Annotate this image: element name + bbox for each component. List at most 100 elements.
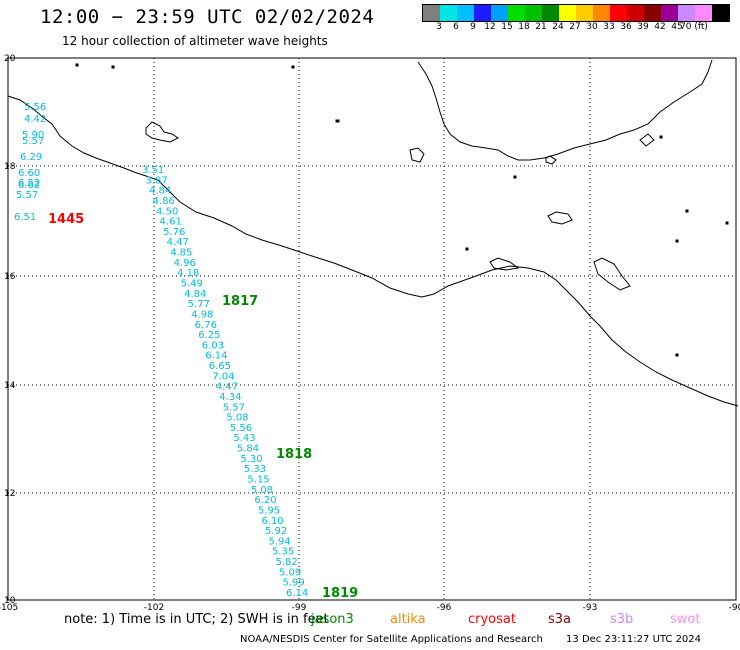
wave-height-label: 6.29 bbox=[20, 152, 42, 163]
wave-height-label: 5.57 bbox=[22, 136, 44, 147]
latitude-tick-label: 16 bbox=[4, 272, 16, 282]
satellite-legend-jason3: jason3 bbox=[311, 612, 354, 627]
wave-height-label: 5.35 bbox=[272, 547, 294, 558]
colorbar-swatch bbox=[508, 5, 525, 21]
colorbar-label: 45 bbox=[671, 22, 683, 32]
pass-time-label: 1445 bbox=[48, 212, 84, 227]
wave-height-label: 5.82 bbox=[275, 557, 297, 568]
footer: NOAA/NESDIS Center for Satellite Applica… bbox=[240, 634, 721, 645]
wave-height-label: 4.34 bbox=[219, 392, 241, 403]
colorbar-label: 33 bbox=[603, 22, 615, 32]
coastline-pacific-mexico bbox=[7, 95, 739, 407]
wave-height-label: 5.49 bbox=[181, 278, 203, 289]
wave-height-label: 5.84 bbox=[237, 444, 259, 455]
wave-height-label: 4.47 bbox=[167, 237, 189, 248]
wave-height-label: 7.04 bbox=[212, 371, 234, 382]
footer-agency: NOAA/NESDIS Center for Satellite Applica… bbox=[240, 634, 543, 645]
longitude-tick-label: -102 bbox=[144, 603, 164, 612]
wave-height-label: 5.15 bbox=[247, 475, 269, 486]
wave-height-label: 5.08 bbox=[226, 413, 248, 424]
wave-height-label: 5.92 bbox=[265, 526, 287, 537]
colorbar-swatch bbox=[491, 5, 508, 21]
pass-time-label: 1818 bbox=[276, 447, 312, 462]
note-row: note: 1) Time is in UTC; 2) SWH is in fe… bbox=[0, 612, 740, 630]
colorbar-swatch bbox=[457, 5, 474, 21]
colorbar-label: 27 bbox=[569, 22, 581, 32]
wave-height-label: 5.94 bbox=[268, 536, 290, 547]
colorbar-swatch bbox=[661, 5, 678, 21]
colorbar-label: 6 bbox=[453, 22, 459, 32]
wave-height-label: 4.50 bbox=[156, 206, 178, 217]
colorbar-swatch bbox=[610, 5, 627, 21]
wave-height-label: 5.08 bbox=[251, 485, 273, 496]
wave-height-label: 6.62 bbox=[18, 180, 40, 191]
wave-height-label: 4.61 bbox=[160, 217, 182, 228]
latitude-tick-label: 14 bbox=[4, 381, 16, 391]
wave-height-label: 6.14 bbox=[205, 351, 227, 362]
colorbar-swatch bbox=[695, 5, 712, 21]
islands-small bbox=[75, 63, 729, 357]
colorbar-label: 12 bbox=[484, 22, 496, 32]
colorbar-swatch bbox=[423, 5, 440, 21]
footer-generated: 13 Dec 23:11:27 UTC 2024 bbox=[566, 634, 702, 645]
wave-height-label: 5.57 bbox=[223, 402, 245, 413]
colorbar-label: 30 bbox=[586, 22, 598, 32]
latitude-tick-label: 18 bbox=[4, 162, 16, 172]
wave-height-label: 5.56 bbox=[24, 102, 46, 113]
lake-catemaco bbox=[489, 257, 520, 271]
wave-height-label: 3.87 bbox=[146, 175, 168, 186]
wave-height-label: 4.85 bbox=[170, 248, 192, 259]
wave-height-label: 6.20 bbox=[254, 495, 276, 506]
map-frame bbox=[7, 57, 737, 601]
pass-time-label: 1819 bbox=[322, 586, 358, 601]
colorbar-swatch bbox=[440, 5, 457, 21]
colorbar-swatch bbox=[678, 5, 695, 21]
satellite-legend-s3b: s3b bbox=[610, 612, 634, 627]
lake-patzcuaro bbox=[409, 147, 425, 163]
wave-height-label: 4.86 bbox=[153, 196, 175, 207]
colorbar-label: 36 bbox=[620, 22, 632, 32]
satellite-legend-altika: altika bbox=[390, 612, 426, 627]
map-subtitle: 12 hour collection of altimeter wave hei… bbox=[62, 34, 328, 48]
pass-time-label: 1817 bbox=[222, 294, 258, 309]
wave-height-label: 5.57 bbox=[16, 190, 38, 201]
colorbar-label: 3 bbox=[436, 22, 442, 32]
colorbar-swatch bbox=[474, 5, 491, 21]
wave-height-label: 4.18 bbox=[177, 268, 199, 279]
wave-height-label: 6.10 bbox=[261, 516, 283, 527]
pass-time-labels: 1445 1817 1818 1819 bbox=[48, 212, 358, 601]
colorbar-label: 42 bbox=[654, 22, 666, 32]
satellite-legend-swot: swot bbox=[670, 612, 701, 627]
colorbar-label: 24 bbox=[552, 22, 564, 32]
wave-height-label: 5.99 bbox=[282, 578, 304, 589]
colorbar-swatch bbox=[644, 5, 661, 21]
wave-height-label: 5.33 bbox=[244, 464, 266, 475]
longitude-tick-label: -93 bbox=[583, 603, 598, 612]
colorbar-label: 9 bbox=[470, 22, 476, 32]
wave-height-label: 4.42 bbox=[24, 114, 46, 125]
wave-height-label: 6.25 bbox=[198, 330, 220, 341]
colorbar-label: 39 bbox=[637, 22, 649, 32]
colorbar-swatch bbox=[525, 5, 542, 21]
map-grid bbox=[7, 57, 737, 601]
satellite-legend-cryosat: cryosat bbox=[468, 612, 516, 627]
latitude-tick-label: 12 bbox=[4, 489, 15, 499]
wave-height-label: 5.09 bbox=[279, 567, 301, 578]
wave-height-label: 4.84 bbox=[149, 186, 171, 197]
longitude-tick-label: -96 bbox=[437, 603, 452, 612]
wave-height-label: 5.30 bbox=[240, 454, 262, 465]
wave-height-label: 4.96 bbox=[174, 258, 196, 269]
colorbar-swatch bbox=[542, 5, 559, 21]
wave-height-label: 5.90 bbox=[22, 130, 44, 141]
colorbar-label: 18 bbox=[518, 22, 530, 32]
altimeter-track-east: 3.513.874.844.864.504.615.764.474.854.96… bbox=[142, 165, 308, 599]
coastline-tabasco bbox=[545, 133, 655, 165]
map-title: 12:00 − 23:59 UTC 02/02/2024 bbox=[40, 6, 375, 28]
altimeter-track-west: 5.564.425.905.576.296.606.526.625.576.51 bbox=[14, 102, 46, 223]
latitude-tick-label: 20 bbox=[4, 54, 16, 64]
wave-height-label: 6.14 bbox=[286, 588, 308, 599]
colorbar-swatch bbox=[712, 5, 729, 21]
wave-height-label: 6.51 bbox=[14, 212, 36, 223]
wave-height-label: 4.47 bbox=[216, 382, 238, 393]
wave-height-label: 4.98 bbox=[191, 309, 213, 320]
